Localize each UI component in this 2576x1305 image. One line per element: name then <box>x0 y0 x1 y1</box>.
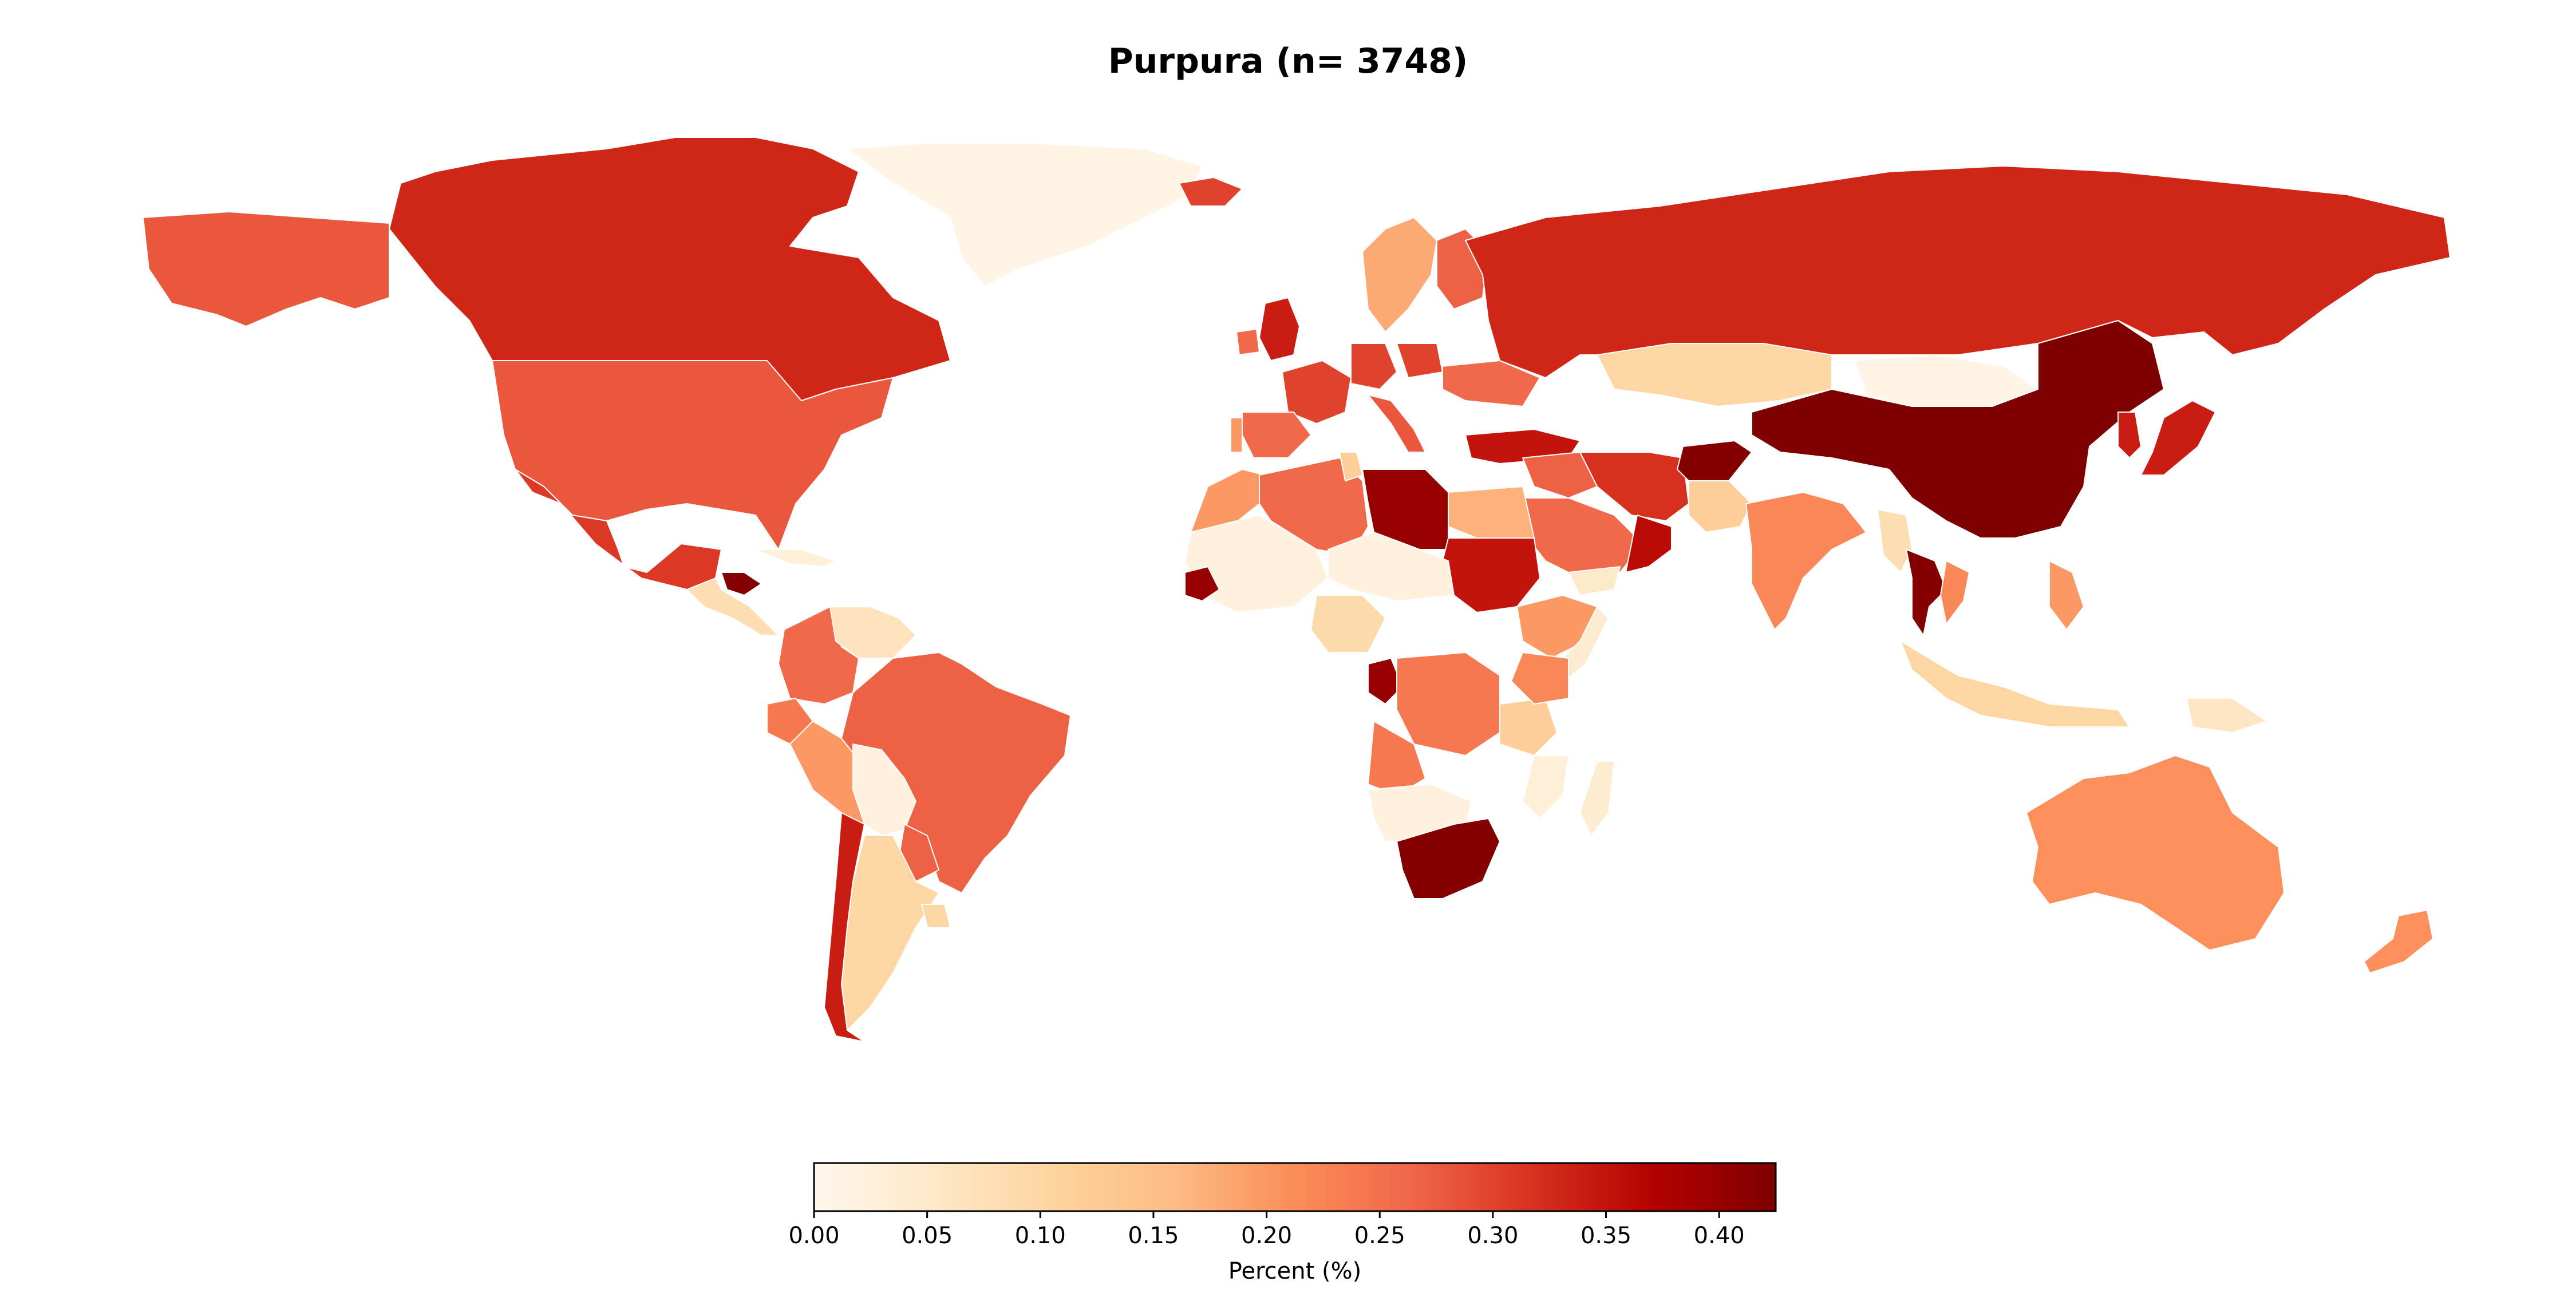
region-egypt <box>1448 486 1535 539</box>
region-libya <box>1362 469 1449 550</box>
region-madagascar <box>1579 761 1615 836</box>
region-venezuela <box>829 606 916 659</box>
region-philippines <box>2049 560 2084 630</box>
region-nigeria <box>1310 595 1386 653</box>
region-united-kingdom <box>1259 297 1300 361</box>
region-cuba <box>755 549 836 567</box>
colorbar: 0.00 0.05 0.10 0.15 0.20 0.25 0.30 0.35 0.40 Per… <box>788 1162 1777 1284</box>
region-australia <box>2026 755 2285 951</box>
region-iran <box>1579 452 1689 521</box>
region-ireland <box>1236 329 1260 355</box>
region-uruguay <box>921 904 951 928</box>
region-niger-chad <box>1327 532 1455 602</box>
region-china <box>1751 320 2164 539</box>
region-mozambique <box>1522 755 1569 819</box>
region-myanmar <box>1877 509 1913 573</box>
region-dr-congo <box>1396 652 1500 756</box>
colorbar-tick-label: 0.30 <box>1467 1223 1518 1249</box>
region-kazakhstan <box>1597 343 1832 407</box>
region-italy <box>1368 394 1426 453</box>
region-pakistan <box>1688 480 1752 533</box>
region-gabon <box>1368 658 1403 705</box>
colorbar-tick-label: 0.00 <box>788 1223 839 1249</box>
region-oman <box>1625 515 1672 573</box>
region-yemen <box>1568 566 1621 596</box>
colorbar-tick-label: 0.20 <box>1241 1223 1292 1249</box>
region-portugal <box>1230 417 1243 453</box>
region-russia <box>1465 165 2451 378</box>
region-sudan <box>1442 537 1540 613</box>
region-kenya <box>1511 652 1569 705</box>
region-senegal <box>1184 566 1220 602</box>
region-iceland <box>1179 177 1243 207</box>
region-alaska-united-states <box>143 211 390 327</box>
chart-title: Purpura (n= 3748) <box>1108 41 1468 81</box>
region-new-zealand <box>2364 909 2433 974</box>
region-greenland <box>847 143 1203 287</box>
region-tunisia <box>1339 452 1363 481</box>
region-germany <box>1350 343 1397 390</box>
region-central-america <box>686 578 779 636</box>
region-south-africa <box>1396 818 1500 899</box>
region-papua-new-guinea <box>2186 698 2267 733</box>
region-chile <box>824 812 865 1042</box>
region-indonesia <box>1900 640 2130 727</box>
colorbar-label: Percent (%) <box>1228 1258 1361 1284</box>
region-honduras <box>721 572 762 596</box>
region-korea <box>2117 412 2142 458</box>
region-india <box>1745 492 1867 630</box>
region-vietnam <box>1940 560 1970 624</box>
region-thailand <box>1906 549 1947 636</box>
region-iraq-syria <box>1522 452 1598 499</box>
region-poland <box>1396 343 1443 378</box>
colorbar-tick-label: 0.35 <box>1581 1223 1631 1249</box>
region-afghanistan <box>1677 440 1752 487</box>
colorbar-tick-label: 0.15 <box>1128 1223 1179 1249</box>
colorbar-tick-label: 0.10 <box>1015 1223 1066 1249</box>
region-mexico <box>515 469 722 590</box>
colorbar-tick-label: 0.40 <box>1694 1223 1745 1249</box>
region-japan <box>2140 400 2216 476</box>
colorbar-gradient <box>813 1162 1777 1212</box>
colorbar-tick-label: 0.25 <box>1354 1223 1405 1249</box>
region-spain <box>1242 412 1311 458</box>
region-mongolia <box>1854 354 2038 407</box>
colorbar-tick-label: 0.05 <box>902 1223 953 1249</box>
region-tanzania <box>1499 698 1558 756</box>
region-scandinavia <box>1362 217 1437 333</box>
